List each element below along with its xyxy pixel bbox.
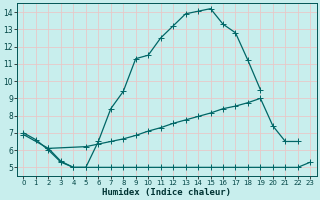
X-axis label: Humidex (Indice chaleur): Humidex (Indice chaleur) bbox=[102, 188, 231, 197]
